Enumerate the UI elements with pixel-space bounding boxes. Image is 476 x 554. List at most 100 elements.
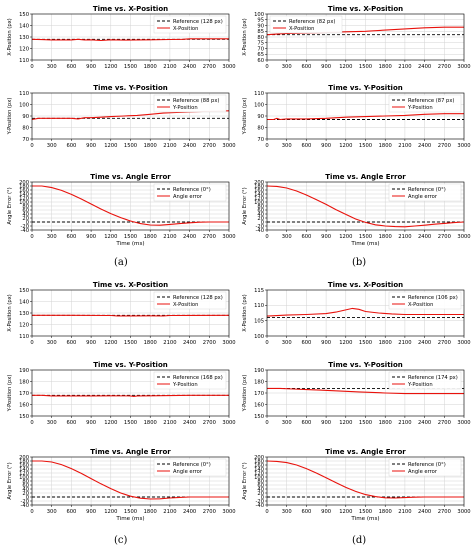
chart-12-y-tick-label: 0	[261, 495, 264, 501]
chart-12-y-tick-label: 120	[254, 471, 264, 477]
chart-9-x-tick-label: 1200	[339, 234, 352, 240]
chart-6-legend-box	[153, 458, 227, 477]
chart-8-x-tick-label: 1800	[379, 143, 392, 149]
chart-5-series-2-line	[32, 394, 229, 397]
chart-4-x-tick-label: 2700	[203, 340, 216, 346]
chart-3-y-tick-label: 60	[22, 208, 29, 214]
chart-5-x-tick-label: 2400	[183, 420, 196, 426]
chart-11-y-tick-label: 160	[254, 402, 264, 408]
chart-3-x-tick-label: 1500	[124, 234, 137, 240]
chart-9-x-tick-label: 600	[301, 234, 311, 240]
chart-1-x-tick-label: 3000	[222, 64, 235, 70]
chart-3-y-tick-label: 0	[26, 220, 29, 226]
chart-3-y-tick-label: 40	[22, 212, 29, 218]
chart-3-y-tick-label: 200	[19, 180, 29, 186]
chart-1-legend-box	[153, 15, 227, 34]
chart-9-x-axis-label: Time (ms)	[350, 241, 379, 247]
chart-3-y-tick-label: 140	[19, 192, 29, 198]
chart-9-y-tick-label: 80	[257, 204, 264, 210]
chart-5-y-tick-label: 150	[19, 414, 29, 420]
chart-10-y-tick-label: 100	[254, 334, 264, 340]
chart-3-y-tick-label: 100	[19, 200, 29, 206]
chart-1-y-tick-label: 110	[19, 58, 29, 64]
chart-6-x-tick-label: 2400	[183, 509, 196, 515]
chart-11-title: Time vs. Y-Position	[328, 361, 402, 369]
chart-4-x-tick-label: 3000	[222, 340, 235, 346]
chart-6-x-tick-label: 3000	[222, 509, 235, 515]
chart-5-title: Time vs. Y-Position	[93, 361, 167, 369]
chart-2-x-tick-label: 1500	[124, 143, 137, 149]
chart-12-y-tick-label: 180	[254, 459, 264, 465]
chart-5-x-tick-label: 600	[66, 420, 76, 426]
chart-3-y-axis-label: Angle Error (°)	[7, 187, 13, 224]
chart-11-x-tick-label: 1500	[359, 420, 372, 426]
chart-5-x-tick-label: 1800	[144, 420, 157, 426]
chart-5-legend-box	[153, 371, 227, 390]
chart-7-y-tick-label: 90	[257, 23, 264, 29]
chart-9-x-tick-label: 2400	[418, 234, 431, 240]
chart-6-title: Time vs. Angle Error	[90, 448, 171, 456]
chart-6-y-tick-label: 160	[19, 463, 29, 469]
chart-12-title: Time vs. Angle Error	[325, 448, 406, 456]
chart-3-title: Time vs. Angle Error	[90, 173, 171, 181]
chart-6-y-tick-label: 200	[19, 455, 29, 461]
chart-8-y-axis-label: Y-Position (px)	[242, 98, 248, 136]
chart-5-x-tick-label: 1500	[124, 420, 137, 426]
chart-4-legend-label-2: X-Position	[173, 302, 198, 308]
chart-10-y-tick-label: 110	[254, 303, 264, 309]
chart-6-y-tick-label: -40	[21, 503, 29, 509]
chart-8-x-tick-label: 1200	[339, 143, 352, 149]
chart-10-title: Time vs. X-Position	[328, 281, 403, 289]
chart-8-y-tick-label: 70	[257, 137, 264, 143]
chart-2-y-tick-label: 100	[19, 102, 29, 108]
chart-12-x-tick-label: 0	[265, 509, 268, 515]
chart-6-x-tick-label: 600	[66, 509, 76, 515]
chart-8-x-tick-label: 1500	[359, 143, 372, 149]
chart-10-x-tick-label: 300	[282, 340, 292, 346]
chart-9-y-tick-label: 40	[257, 212, 264, 218]
chart-3-y-tick-label: -40	[21, 228, 29, 234]
chart-4-x-tick-label: 300	[47, 340, 57, 346]
chart-7-y-axis-label: X-Position (px)	[242, 18, 248, 55]
chart-8-x-tick-label: 600	[301, 143, 311, 149]
chart-6-x-tick-label: 0	[30, 509, 33, 515]
chart-2-series-2-line	[31, 110, 230, 121]
chart-11-x-tick-label: 1800	[379, 420, 392, 426]
chart-6-legend-label-1: Reference (0°)	[173, 462, 211, 468]
chart-12-x-tick-label: 3000	[457, 509, 470, 515]
chart-8-x-tick-label: 3000	[457, 143, 470, 149]
chart-6-x-tick-label: 900	[86, 509, 96, 515]
chart-1-y-axis-label: X-Position (px)	[7, 18, 13, 55]
chart-6-x-tick-label: 1500	[124, 509, 137, 515]
chart-11-legend-label-1: Reference (174 px)	[408, 375, 458, 381]
chart-7-y-tick-label: 75	[257, 41, 264, 47]
chart-4-x-tick-label: 900	[86, 340, 96, 346]
chart-1-series-2-line	[31, 38, 229, 42]
chart-2-x-tick-label: 2100	[163, 143, 176, 149]
chart-12-y-tick-label: -20	[256, 499, 264, 505]
chart-1-x-tick-label: 2100	[163, 64, 176, 70]
chart-8-y-tick-label: 100	[254, 102, 264, 108]
chart-6-series-2-line	[32, 460, 229, 500]
chart-8-legend-label-1: Reference (87 px)	[408, 98, 454, 104]
chart-12-y-tick-label: -40	[256, 503, 264, 509]
chart-8-x-tick-label: 2700	[438, 143, 451, 149]
chart-3-x-tick-label: 600	[66, 234, 76, 240]
chart-3-x-tick-label: 2100	[163, 234, 176, 240]
chart-2-legend-box	[153, 94, 227, 113]
chart-3-y-tick-label: -20	[21, 224, 29, 230]
chart-6-y-tick-label: 40	[22, 487, 29, 493]
chart-4-y-tick-label: 130	[19, 311, 29, 317]
chart-11-x-tick-label: 300	[282, 420, 292, 426]
chart-12-y-tick-label: 100	[254, 475, 264, 481]
chart-5-y-tick-label: 180	[19, 379, 29, 385]
chart-3-x-tick-label: 3000	[222, 234, 235, 240]
chart-3-x-tick-label: 900	[86, 234, 96, 240]
chart-4-y-tick-label: 140	[19, 299, 29, 305]
chart-2-x-tick-label: 2700	[203, 143, 216, 149]
chart-11-y-tick-label: 170	[254, 391, 264, 397]
chart-9-legend-label-2: Angle error	[408, 194, 438, 200]
chart-9-y-tick-label: 0	[261, 220, 264, 226]
chart-2-x-tick-label: 1800	[144, 143, 157, 149]
